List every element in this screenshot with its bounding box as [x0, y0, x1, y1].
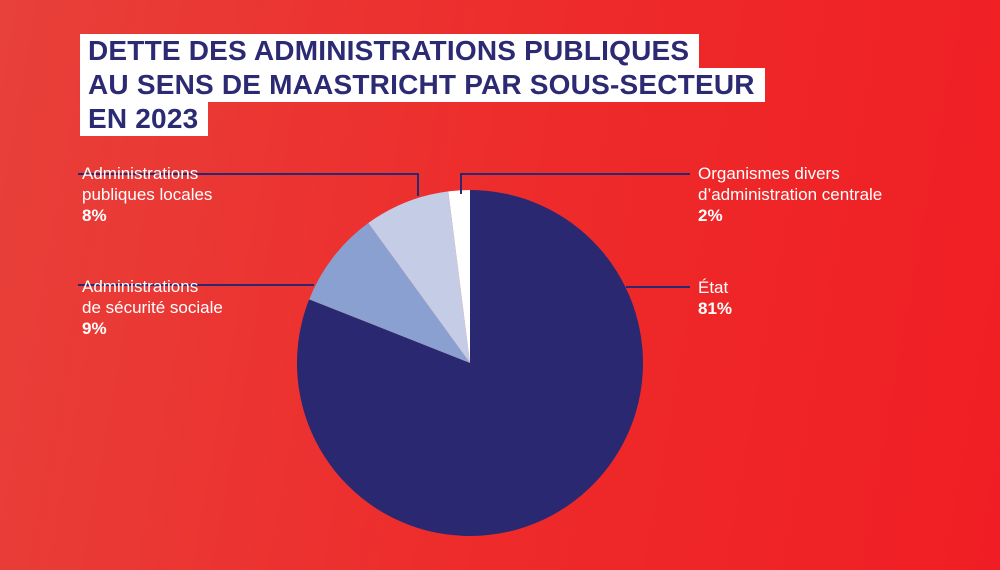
label-ssoc-line-2: de sécurité sociale [82, 298, 223, 317]
label-ssoc-pct: 9% [82, 319, 107, 338]
label-etat: État 81% [698, 277, 732, 319]
chart-title-line-1: DETTE DES ADMINISTRATIONS PUBLIQUES [80, 34, 700, 68]
label-etat-line-1: État [698, 278, 729, 297]
leader-line-odac [460, 173, 690, 194]
label-apul: Administrations publiques locales 8% [82, 163, 212, 226]
leader-line-apul [78, 173, 419, 196]
label-apul-line-2: publiques locales [82, 185, 213, 204]
label-odac-pct: 2% [698, 206, 723, 225]
label-ssoc: Administrations de sécurité sociale 9% [82, 276, 223, 339]
label-odac: Organismes divers d’administration centr… [698, 163, 882, 226]
label-apul-pct: 8% [82, 206, 107, 225]
pie-slice-ssoc [309, 223, 470, 363]
chart-title-line-2: AU SENS DE MAASTRICHT PAR SOUS-SECTEUR [80, 68, 765, 102]
chart-title: DETTE DES ADMINISTRATIONS PUBLIQUES AU S… [80, 34, 765, 136]
label-odac-line-2: d’administration centrale [698, 185, 883, 204]
label-odac-line-1: Organismes divers [698, 164, 840, 183]
label-ssoc-line-1: Administrations [82, 277, 199, 296]
chart-title-line-3: EN 2023 [80, 102, 209, 136]
label-etat-pct: 81% [698, 299, 733, 318]
pie-slice-odac [448, 190, 470, 363]
pie-slice-etat [297, 190, 644, 537]
label-apul-line-1: Administrations [82, 164, 199, 183]
pie-slice-apul [368, 191, 470, 363]
